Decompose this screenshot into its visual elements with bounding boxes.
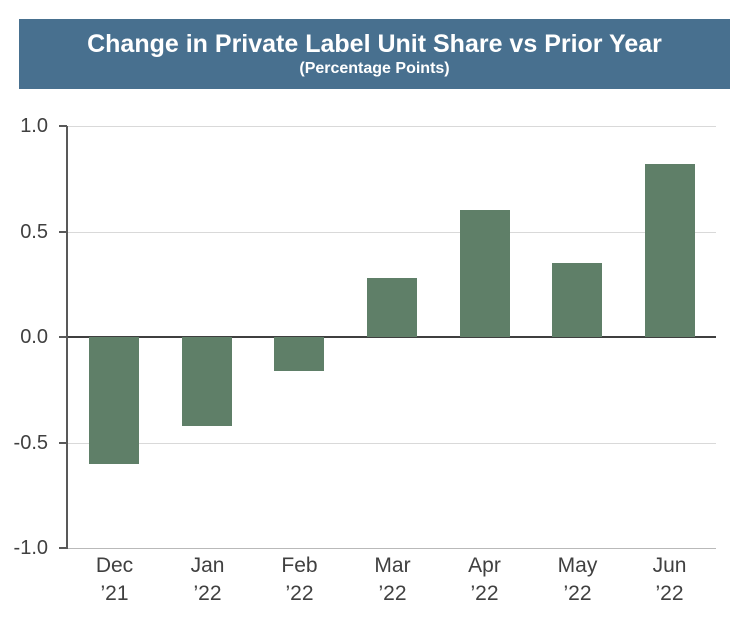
chart-title: Change in Private Label Unit Share vs Pr… bbox=[87, 30, 662, 58]
bar-feb--22 bbox=[274, 337, 324, 371]
x-axis-tick-label: Apr ’22 bbox=[468, 554, 501, 605]
y-axis-tick bbox=[59, 336, 67, 338]
y-axis-line bbox=[66, 126, 68, 549]
bar-jun--22 bbox=[645, 164, 695, 337]
bar-mar--22 bbox=[367, 278, 417, 337]
y-axis-tick bbox=[59, 547, 67, 549]
bar-apr--22 bbox=[460, 210, 510, 337]
y-axis-tick bbox=[59, 231, 67, 233]
x-axis-tick-label: Feb ’22 bbox=[281, 554, 318, 605]
x-axis-tick-label: Jan ’22 bbox=[190, 554, 225, 605]
y-axis-tick-label: -1.0 bbox=[13, 537, 48, 559]
y-axis-tick-label: 0.0 bbox=[20, 326, 48, 348]
gridline bbox=[68, 232, 716, 233]
chart-subtitle: (Percentage Points) bbox=[299, 60, 450, 77]
x-axis-tick-label: Dec ’21 bbox=[95, 554, 134, 605]
chart-title-banner: Change in Private Label Unit Share vs Pr… bbox=[19, 19, 730, 89]
bar-jan--22 bbox=[182, 337, 232, 426]
zero-axis-line bbox=[68, 336, 716, 338]
y-axis-tick bbox=[59, 125, 67, 127]
plot-area bbox=[68, 126, 716, 549]
x-axis-tick-label: Jun ’22 bbox=[652, 554, 687, 605]
gridline bbox=[68, 126, 716, 127]
y-axis-tick bbox=[59, 442, 67, 444]
y-axis-tick-label: 1.0 bbox=[20, 115, 48, 137]
gridline bbox=[68, 443, 716, 444]
x-axis-tick-label: Mar ’22 bbox=[374, 554, 411, 605]
y-axis-tick-label: -0.5 bbox=[13, 432, 48, 454]
x-axis-tick-label: May ’22 bbox=[557, 554, 598, 605]
gridline bbox=[68, 548, 716, 549]
bar-dec--21 bbox=[89, 337, 139, 464]
bar-may--22 bbox=[552, 263, 602, 337]
y-axis-tick-label: 0.5 bbox=[20, 221, 48, 243]
